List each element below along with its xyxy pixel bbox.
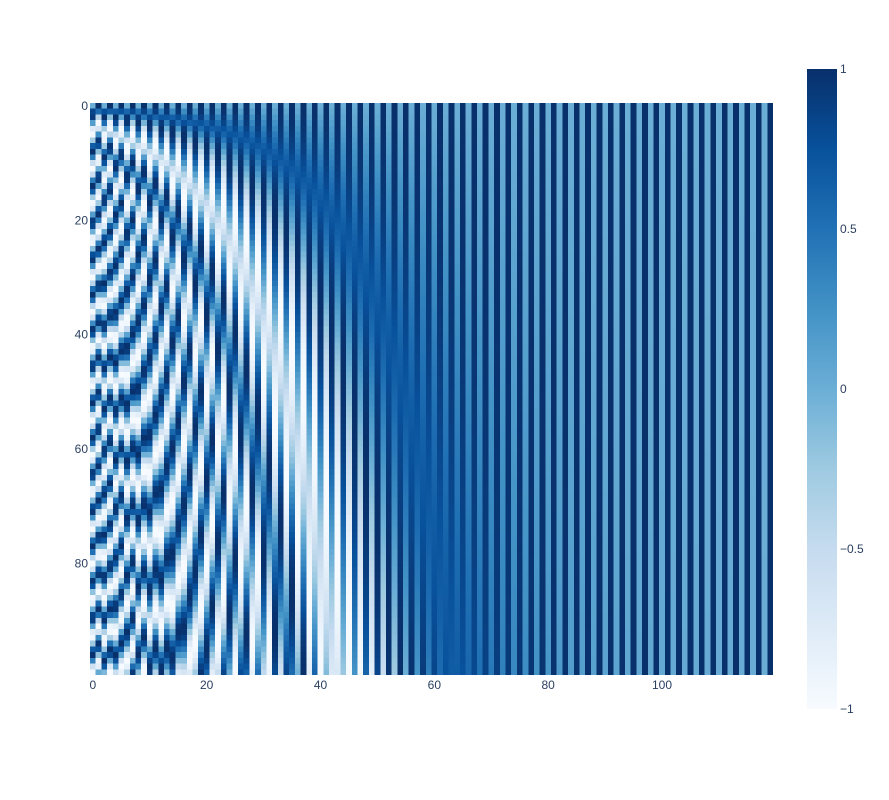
x-tick-label: 80 <box>541 678 555 692</box>
x-tick-label: 100 <box>652 678 672 692</box>
y-tick-label: 20 <box>75 213 89 227</box>
colorbar-tick-label: 1 <box>840 62 847 76</box>
x-tick-label: 20 <box>200 678 214 692</box>
colorbar[interactable] <box>807 69 837 709</box>
x-tick-label: 40 <box>314 678 328 692</box>
y-tick-label: 40 <box>75 328 89 342</box>
colorbar-tick-label: 0 <box>840 382 847 396</box>
colorbar-tick-label: 0.5 <box>840 222 857 236</box>
colorbar-gradient <box>807 69 837 709</box>
y-tick-label: 60 <box>75 442 89 456</box>
y-tick-label: 0 <box>81 99 88 113</box>
x-tick-label: 0 <box>90 678 97 692</box>
colorbar-tick-label: −0.5 <box>840 542 864 556</box>
x-tick-label: 60 <box>428 678 442 692</box>
x-axis: 0 20 40 60 80 100 <box>90 678 673 692</box>
heatmap-cells[interactable] <box>90 103 773 675</box>
y-axis: 0 20 40 60 80 <box>75 99 89 571</box>
colorbar-ticks: 1 0.5 0 −0.5 −1 <box>840 62 864 716</box>
y-tick-label: 80 <box>75 556 89 570</box>
colorbar-tick-label: −1 <box>840 702 854 716</box>
